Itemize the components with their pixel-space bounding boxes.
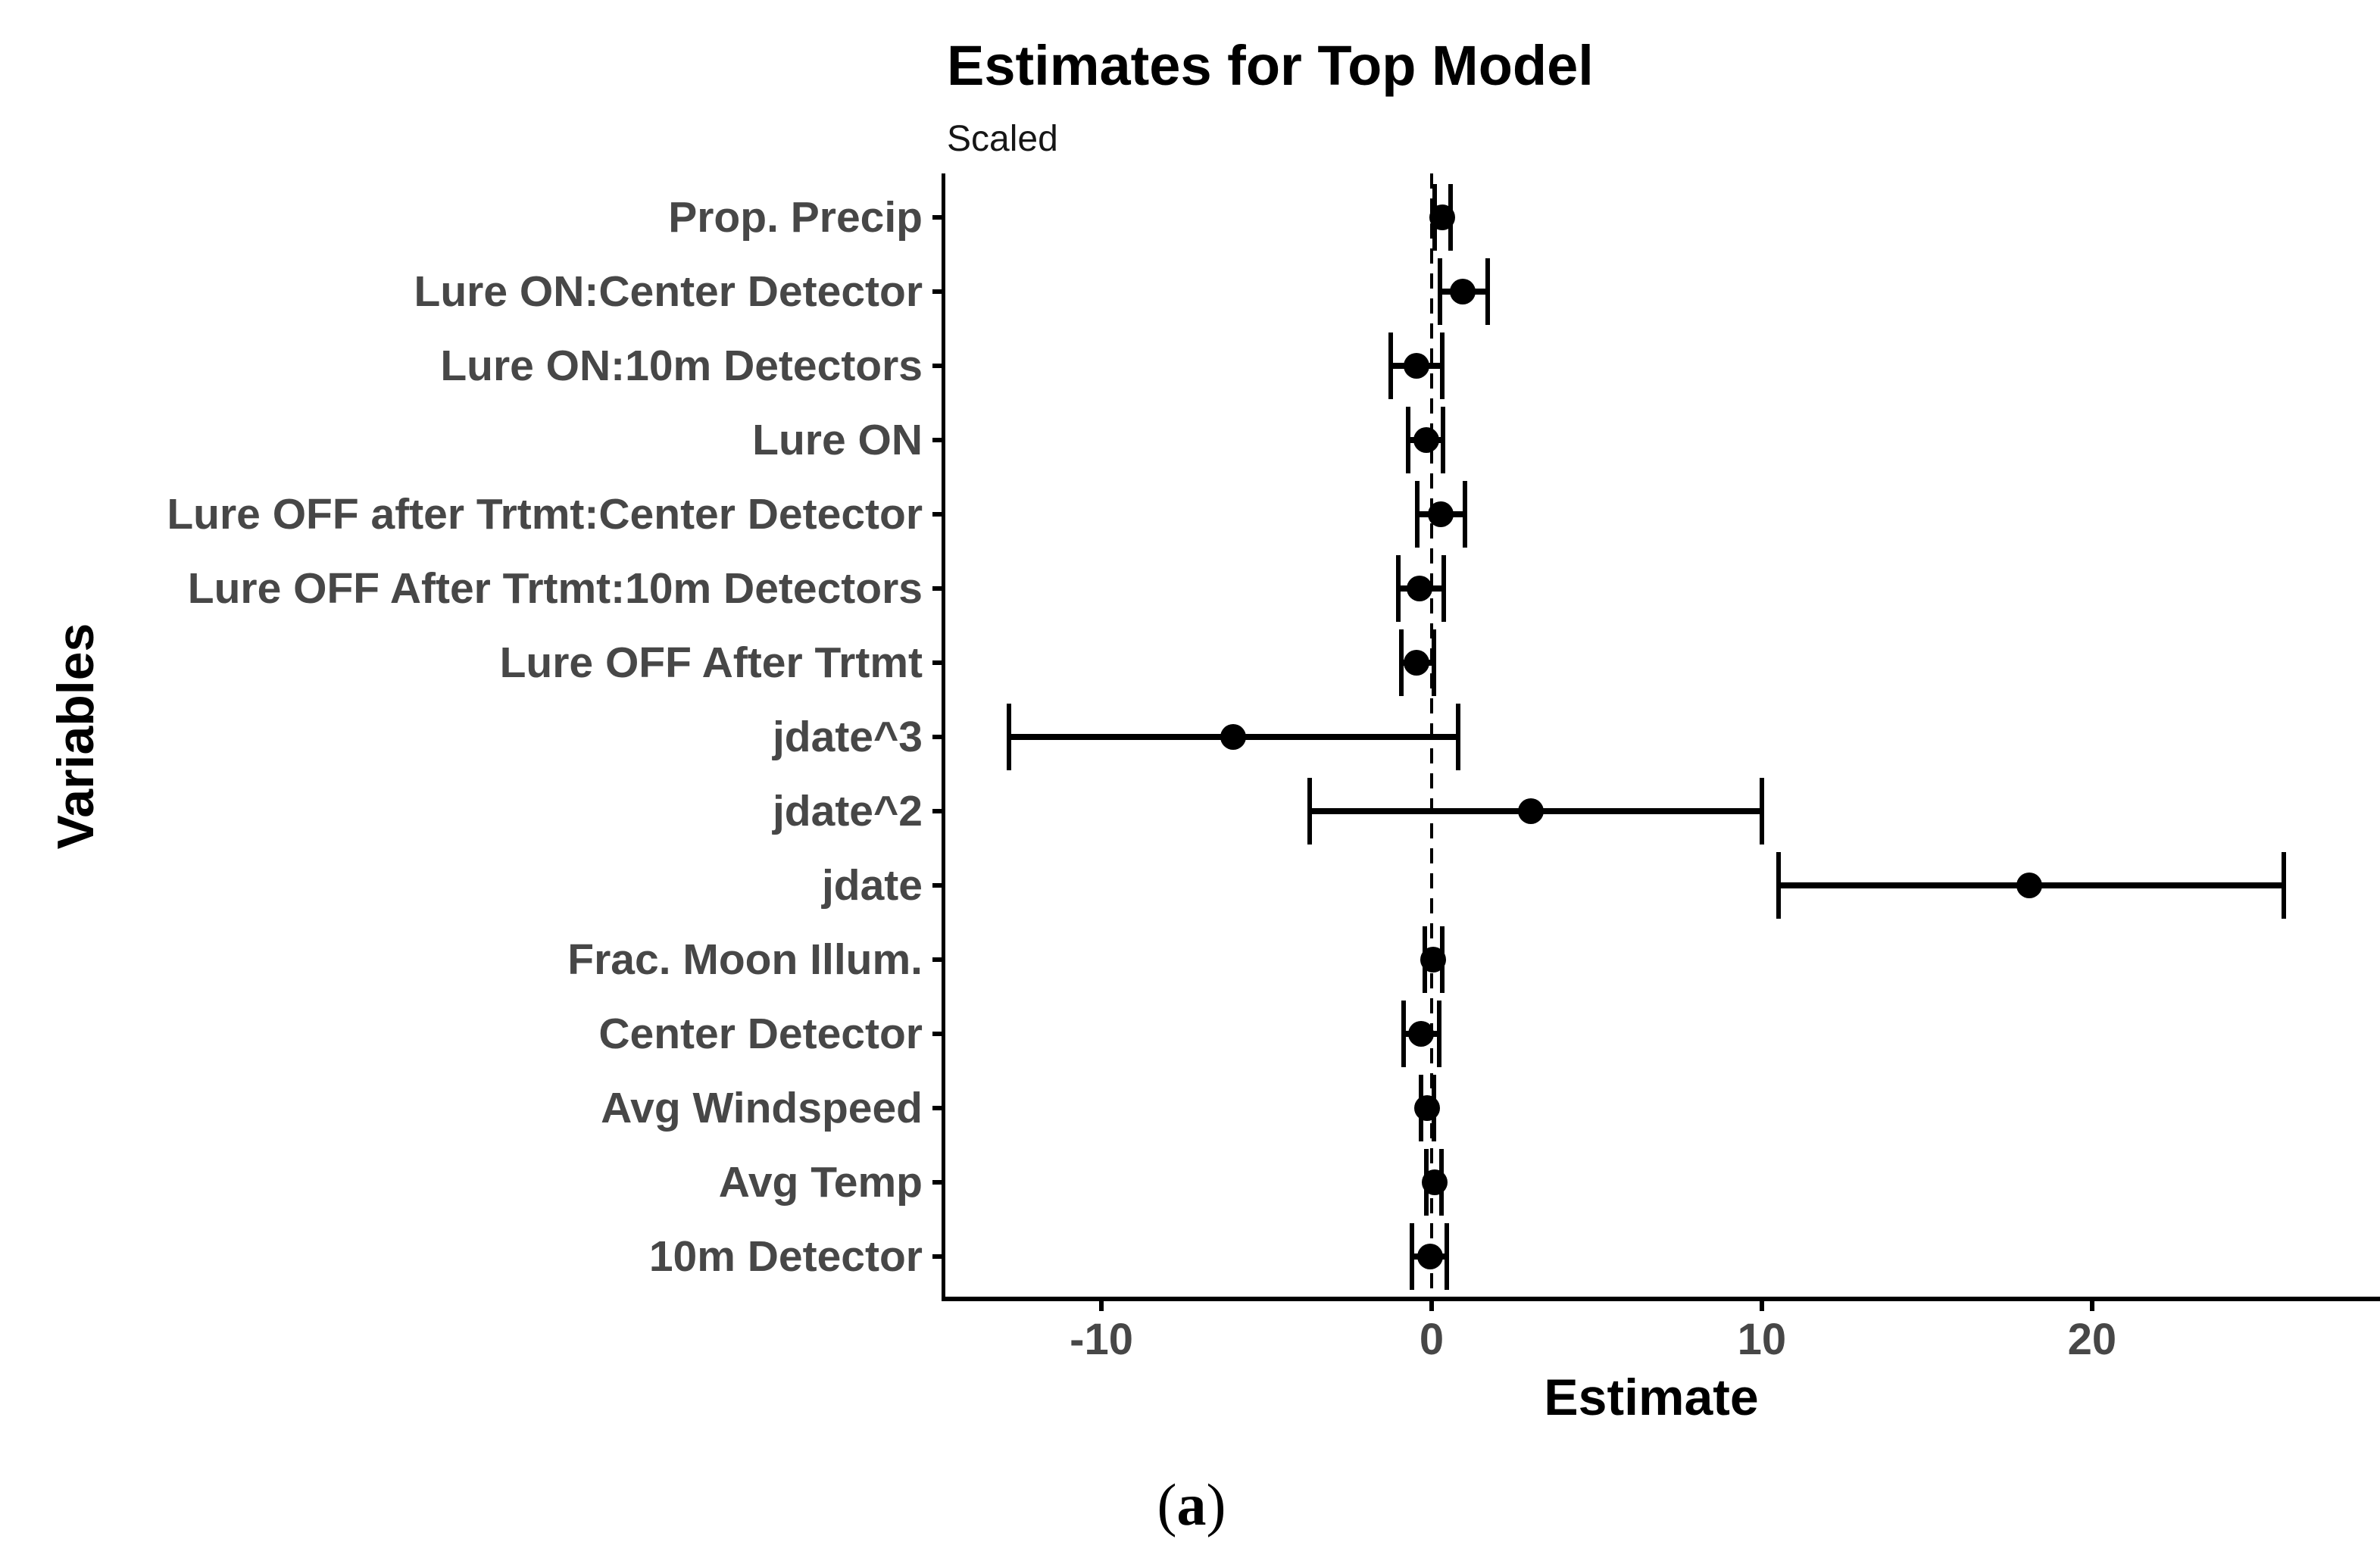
y-axis-label: jdate	[821, 861, 923, 910]
x-axis-tick-label: 0	[1419, 1315, 1445, 1364]
y-axis-tick	[932, 735, 945, 739]
y-axis-tick	[932, 512, 945, 517]
y-axis-tick	[932, 957, 945, 962]
error-bar-cap-right	[1440, 332, 1445, 399]
y-axis-label: jdate^3	[772, 713, 923, 761]
y-axis-tick	[932, 289, 945, 294]
y-axis-tick	[932, 1254, 945, 1259]
error-bar-cap-right	[1432, 629, 1437, 696]
x-axis-title: Estimate	[1544, 1369, 1759, 1426]
y-axis-tick	[932, 586, 945, 591]
y-axis-tick	[932, 809, 945, 813]
y-axis-label: Frac. Moon Illum.	[567, 935, 923, 984]
x-axis-line	[942, 1297, 2380, 1301]
x-axis-tick	[2089, 1301, 2094, 1311]
estimate-point	[1450, 279, 1476, 304]
estimate-point	[1427, 501, 1454, 527]
y-axis-label: Avg Windspeed	[601, 1084, 923, 1132]
y-axis-tick	[932, 1180, 945, 1185]
error-bar-cap-right	[1441, 555, 1447, 622]
error-bar-cap-right	[1455, 704, 1460, 770]
y-axis-label: Lure OFF After Trtmt:10m Detectors	[187, 564, 923, 613]
y-axis-label: Prop. Precip	[668, 193, 923, 242]
error-bar-cap-left	[1401, 1001, 1406, 1067]
error-bar-cap-right	[1437, 1001, 1442, 1067]
error-bar-cap-left	[1007, 704, 1011, 770]
estimate-point	[1420, 947, 1447, 973]
x-axis-tick	[1099, 1301, 1104, 1311]
estimate-point	[1404, 353, 1430, 379]
error-bar-cap-left	[1410, 1223, 1415, 1290]
error-bar-cap-right	[2281, 852, 2286, 919]
estimate-point	[1414, 1095, 1441, 1121]
caption-letter: a	[1176, 1472, 1207, 1538]
error-bar-cap-right	[1759, 778, 1764, 845]
error-bar-cap-left	[1437, 258, 1442, 325]
estimate-point	[1417, 1244, 1444, 1269]
estimate-point	[1408, 1021, 1435, 1047]
error-bar-cap-right	[1462, 481, 1467, 548]
y-axis-label: Center Detector	[598, 1010, 923, 1058]
error-bar-cap-left	[1776, 852, 1781, 919]
error-bar-cap-left	[1395, 555, 1401, 622]
y-axis-tick	[932, 1032, 945, 1036]
error-bar-cap-right	[1445, 1223, 1450, 1290]
error-bar-cap-left	[1307, 778, 1312, 845]
x-axis-tick	[1429, 1301, 1434, 1311]
estimate-point	[1220, 724, 1247, 750]
y-axis-label: Lure ON	[752, 416, 923, 464]
figure-caption: (a)	[1157, 1471, 1226, 1539]
y-axis-label: Avg Temp	[718, 1158, 923, 1207]
y-axis-label: Lure OFF after Trtmt:Center Detector	[167, 490, 923, 539]
estimate-point	[1421, 1169, 1448, 1195]
y-axis-tick	[932, 438, 945, 442]
error-bar-cap-left	[1415, 481, 1420, 548]
x-axis-tick-label: 10	[1737, 1315, 1787, 1364]
estimate-point	[1407, 576, 1433, 601]
caption-close-paren: )	[1206, 1472, 1226, 1538]
y-axis-label: Lure ON:Center Detector	[414, 267, 923, 316]
estimate-point	[1403, 650, 1429, 676]
y-axis-label: Lure OFF After Trtmt	[499, 638, 923, 687]
y-axis-label: jdate^2	[772, 787, 923, 835]
x-axis-tick-label: 20	[2067, 1315, 2117, 1364]
y-axis-label: 10m Detector	[648, 1232, 923, 1281]
error-bar-cap-right	[1441, 407, 1446, 473]
y-axis-tick	[932, 364, 945, 368]
chart-title: Estimates for Top Model	[947, 34, 1594, 97]
error-bar-cap-left	[1398, 629, 1404, 696]
error-bar-cap-left	[1388, 332, 1393, 399]
y-axis-tick	[932, 883, 945, 888]
x-axis-tick	[1759, 1301, 1764, 1311]
estimate-point	[1517, 798, 1544, 824]
estimate-point	[2016, 873, 2043, 898]
estimate-point	[1429, 204, 1456, 230]
error-bar-cap-left	[1406, 407, 1411, 473]
estimate-point	[1413, 427, 1440, 453]
y-axis-tick	[932, 215, 945, 220]
chart-subtitle: Scaled	[947, 119, 1058, 159]
caption-open-paren: (	[1157, 1472, 1177, 1538]
y-axis-tick	[932, 660, 945, 665]
y-axis-tick	[932, 1106, 945, 1110]
y-axis-label: Lure ON:10m Detectors	[440, 342, 923, 390]
x-axis-tick-label: -10	[1070, 1315, 1133, 1364]
error-bar-cap-right	[1485, 258, 1491, 325]
